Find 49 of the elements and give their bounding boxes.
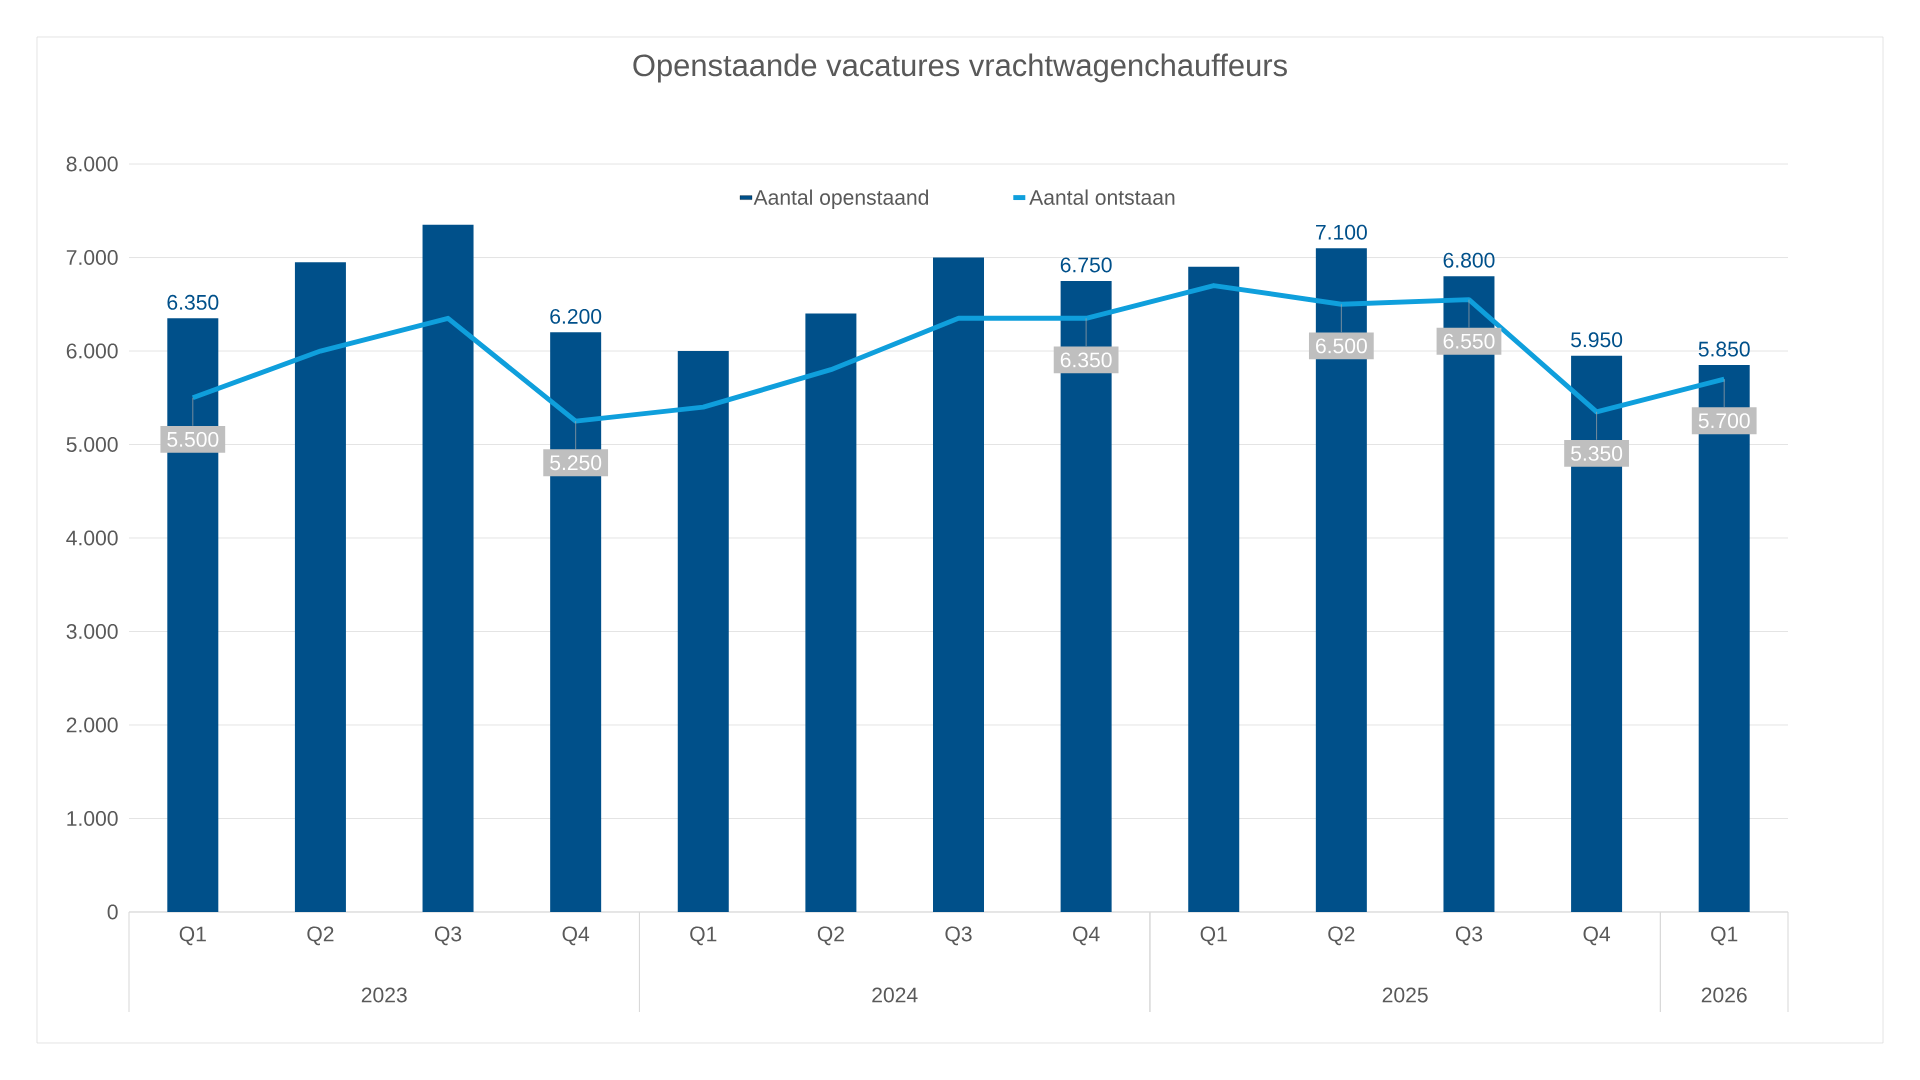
y-tick-label: 7.000 <box>66 250 118 265</box>
data-label: 5.850 <box>1698 341 1750 357</box>
data-label: 6.750 <box>1060 257 1112 273</box>
data-label: 6.550 <box>1443 333 1495 349</box>
y-tick-label: 8.000 <box>66 156 118 172</box>
data-label: 5.500 <box>167 431 219 447</box>
text: 2023 <box>361 987 407 1003</box>
y-tick-label: 2.000 <box>66 717 118 733</box>
x-tick-label: Q2 <box>307 926 334 946</box>
x-tick-label: Q2 <box>817 926 844 946</box>
bar <box>805 313 857 912</box>
chart-title: Openstaande vacatures vrachtwagenchauffeurs <box>633 53 1287 83</box>
x-tick-label: Q1 <box>179 926 206 946</box>
data-label: 6.200 <box>550 308 602 324</box>
bar <box>677 351 729 912</box>
y-tick-label: 5.000 <box>66 437 118 452</box>
x-tick-label: Q4 <box>562 926 590 946</box>
text: 2026 <box>1701 987 1747 1003</box>
data-label: 6.350 <box>167 294 219 310</box>
data-label: 6.350 <box>1060 352 1112 368</box>
data-label: 5.950 <box>1571 332 1623 348</box>
y-tick-label: 4.000 <box>66 530 118 546</box>
y-tick-label: 6.000 <box>66 343 118 359</box>
data-label: 6.500 <box>1316 338 1367 354</box>
x-tick-label: Q2 <box>1328 926 1355 946</box>
data-label: 5.350 <box>1571 445 1623 461</box>
data-label: 6.800 <box>1443 252 1495 268</box>
text: 2024 <box>872 987 918 1003</box>
x-tick-label: Q3 <box>434 926 462 946</box>
bar <box>1188 266 1240 912</box>
x-tick-label: Q1 <box>1711 926 1738 946</box>
y-tick-label: 0 <box>107 904 118 920</box>
bar <box>294 262 346 912</box>
y-tick-label: 1.000 <box>67 811 118 826</box>
x-tick-label: Q1 <box>1200 926 1227 946</box>
bar <box>422 224 474 912</box>
data-label: 5.250 <box>550 455 602 471</box>
x-tick-label: Q4 <box>1073 926 1100 946</box>
legend-label: Aantal openstaand <box>753 189 929 210</box>
data-label: 7.100 <box>1316 224 1367 240</box>
data-label: 5.700 <box>1698 413 1750 429</box>
legend-label: Aantal ontstaan <box>1029 189 1175 205</box>
y-tick-label: 3.000 <box>66 624 118 639</box>
bar <box>933 257 984 912</box>
x-tick-label: Q4 <box>1583 926 1611 946</box>
x-tick-label: Q3 <box>1455 926 1483 946</box>
text: 2025 <box>1382 987 1428 1003</box>
x-tick-label: Q3 <box>945 926 972 946</box>
x-tick-label: Q1 <box>690 926 717 946</box>
